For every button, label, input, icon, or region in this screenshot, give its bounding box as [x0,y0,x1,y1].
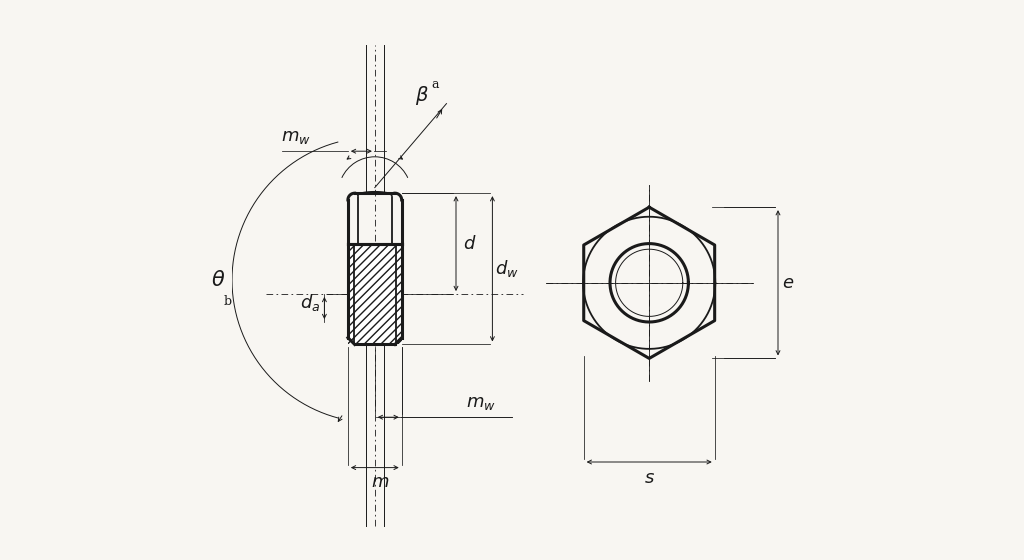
Text: $s$: $s$ [644,469,654,487]
Text: a: a [431,77,438,91]
Text: $d_a$: $d_a$ [300,292,321,313]
Text: b: b [223,295,231,308]
Text: $\theta$: $\theta$ [211,270,225,290]
Text: $d$: $d$ [463,235,477,253]
Polygon shape [348,244,401,344]
Text: $m$: $m$ [372,473,389,491]
Text: $d_w$: $d_w$ [495,258,518,279]
Text: $m_w$: $m_w$ [282,128,311,146]
Text: $m_w$: $m_w$ [466,394,497,412]
Text: $\beta$: $\beta$ [416,83,429,107]
Text: $e$: $e$ [782,274,795,292]
